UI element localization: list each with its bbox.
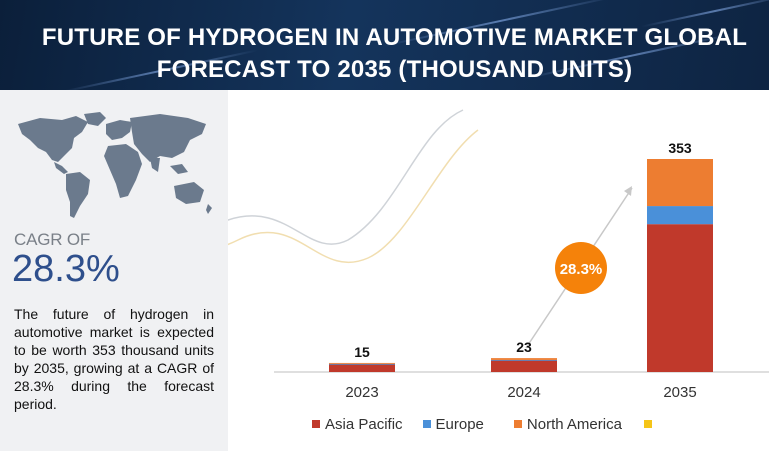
cagr-bubble-label: 28.3% (560, 261, 603, 278)
x-tick-label: 2023 (345, 384, 378, 401)
bar-segment (647, 224, 713, 372)
x-tick-label: 2024 (507, 384, 540, 401)
legend-item: North America (513, 415, 622, 433)
bar-segment (329, 362, 395, 364)
bar-segment (647, 159, 713, 207)
chart-area: 28.3% 15 2023 23 2024 353 2035 (228, 90, 769, 451)
bar-segment (329, 364, 395, 372)
cagr-arrowhead (624, 186, 632, 196)
summary-text: The future of hydrogen in automotive mar… (14, 306, 214, 412)
legend-swatch (643, 420, 652, 428)
legend-swatch (513, 420, 522, 428)
bar-segment (329, 363, 395, 365)
cagr-label: CAGR OF (14, 230, 91, 249)
bar-segment (491, 358, 557, 360)
legend-label: North America (526, 415, 622, 433)
cagr-value: 28.3% (12, 248, 120, 290)
x-tick-label: 2035 (663, 384, 696, 401)
legend-item (643, 420, 657, 428)
legend-swatch (422, 420, 431, 428)
header-banner: FUTURE OF HYDROGEN IN AUTOMOTIVE MARKET … (0, 0, 769, 90)
legend-label: Asia Pacific (325, 415, 403, 433)
stacked-bar-chart: 28.3% 15 2023 23 2024 353 2035 (274, 140, 769, 401)
legend-item: Asia Pacific (312, 416, 403, 433)
page-title: FUTURE OF HYDROGEN IN AUTOMOTIVE MARKET … (41, 24, 748, 83)
bar-segment (647, 206, 713, 225)
bar-total-label: 15 (354, 344, 370, 360)
summary-panel: CAGR OF 28.3% The future of hydrogen in … (0, 90, 228, 451)
decorative-swoosh (228, 109, 479, 264)
legend-item: Europe (422, 415, 484, 433)
bar-total-label: 353 (668, 140, 692, 156)
legend-swatch (312, 420, 320, 428)
bar-segment (491, 360, 557, 372)
bar-segment (491, 359, 557, 361)
bar-total-label: 23 (516, 339, 532, 355)
legend-label: Europe (435, 415, 484, 433)
world-map-icon (18, 112, 212, 218)
cagr-bubble (555, 242, 607, 294)
chart-legend: Asia Pacific Europe North America (312, 414, 657, 434)
